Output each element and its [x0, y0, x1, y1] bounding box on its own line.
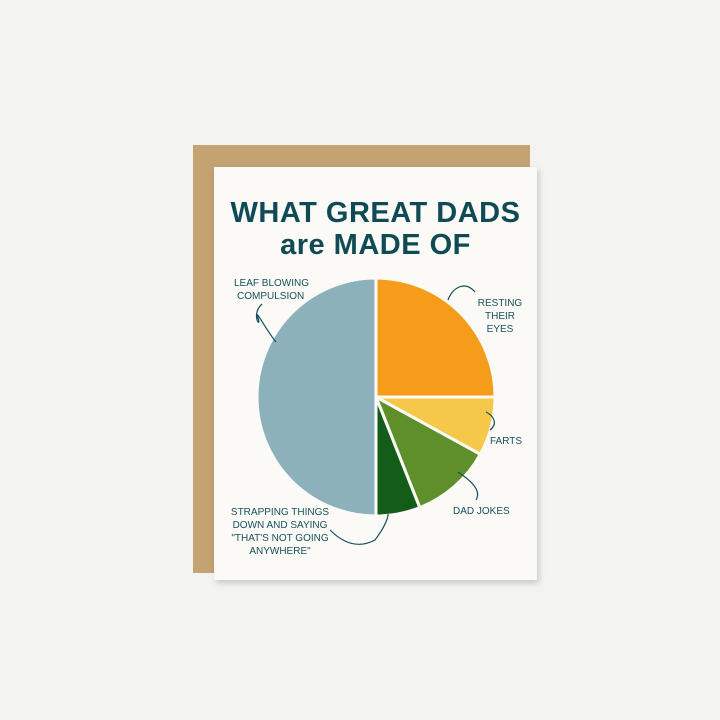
- label-arrow-0: [255, 303, 277, 343]
- pie-slice-2: [373, 393, 483, 510]
- label-strapping: STRAPPING THINGS DOWN AND SAYING "THAT'S N…: [231, 507, 329, 557]
- chart-title-line-1: WHAT GREAT DADS: [230, 197, 521, 229]
- label-arrow-3: [457, 471, 479, 501]
- label-resting-eyes: RESTING THEIR EYES: [478, 298, 523, 335]
- pie-slice-4: [255, 276, 378, 518]
- pie-slice-0: [374, 276, 497, 399]
- chart-title-line-2: are MADE OF: [280, 229, 471, 261]
- label-arrow-4: [329, 513, 389, 545]
- label-leaf-blowing: LEAF BLOWING COMPULSION: [234, 278, 309, 302]
- label-arrow-1: [447, 285, 476, 301]
- label-arrow-2: [485, 411, 495, 431]
- label-dad-jokes: DAD JOKES: [453, 506, 510, 517]
- label-farts: FARTS: [490, 436, 522, 447]
